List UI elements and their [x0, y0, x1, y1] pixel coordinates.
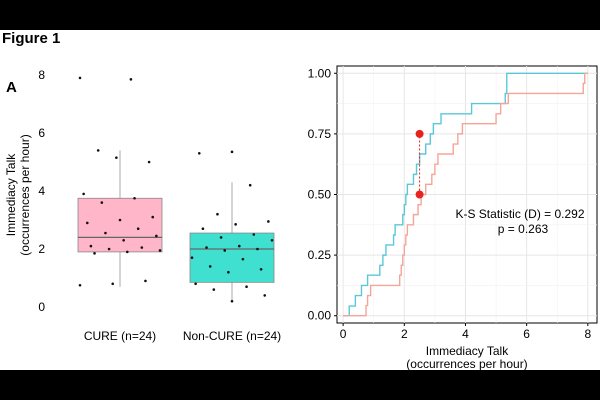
x-axis-label: (occurrences per hour) — [406, 357, 527, 370]
data-point — [201, 227, 205, 230]
y-tick-label: 4 — [38, 184, 45, 198]
ks-statistic-annotation: K-S Statistic (D) = 0.292 — [455, 207, 584, 221]
data-point — [136, 227, 140, 230]
data-point — [100, 201, 104, 204]
ks-point-upper — [415, 129, 424, 138]
data-point — [151, 215, 155, 219]
y-tick-label: 0.25 — [308, 248, 332, 262]
data-point — [223, 249, 227, 252]
data-point — [263, 294, 267, 297]
data-point — [205, 246, 208, 249]
x-tick-label: 8 — [584, 327, 591, 341]
data-point — [234, 223, 237, 226]
data-point — [219, 236, 223, 239]
ks-point-lower — [415, 190, 424, 199]
ecdf-line-non-cure — [343, 72, 588, 317]
data-point — [256, 247, 259, 251]
data-point — [267, 220, 270, 223]
y-tick-label: 0.00 — [308, 309, 332, 323]
data-point — [85, 221, 89, 225]
y-axis-label-group: Immediacy Talk (occurrences per hour) — [4, 134, 32, 255]
data-point — [147, 160, 151, 164]
data-point — [197, 152, 201, 155]
data-point — [140, 246, 144, 249]
data-point — [144, 279, 147, 283]
x-tick-label: 6 — [523, 327, 530, 341]
data-point — [111, 282, 115, 286]
box-0 — [77, 197, 163, 253]
y-axis-label: Immediacy Talk — [4, 153, 18, 236]
data-point — [155, 234, 158, 238]
figure-title: Figure 1 — [2, 30, 61, 47]
data-point — [230, 299, 234, 303]
x-tick-label: Non-CURE (n=24) — [183, 329, 281, 343]
data-point — [82, 192, 85, 196]
data-point — [208, 265, 212, 268]
y-tick-label: 0.75 — [308, 127, 332, 141]
ks-pvalue-annotation: p = 0.263 — [498, 222, 549, 236]
panel-a-label: A — [6, 79, 17, 96]
data-point — [248, 183, 252, 187]
y-tick-label: 0.50 — [308, 188, 332, 202]
x-tick-label: 2 — [401, 327, 408, 341]
data-point — [216, 212, 219, 216]
x-tick-label: CURE (n=24) — [84, 329, 156, 343]
data-point — [158, 249, 162, 252]
ecdf-chart: 0 2 4 6 8 0.00 0.25 0.50 0.75 1.00 Immediacy Talk(… — [308, 65, 598, 370]
boxplot-chart: 0 2 4 6 8 Immediacy Talk (occurrences per hour… — [4, 68, 281, 343]
y-tick-label: 2 — [38, 242, 45, 256]
data-point — [78, 283, 82, 287]
x-tick-label: 0 — [340, 327, 347, 341]
data-point — [237, 244, 241, 248]
data-point — [96, 149, 100, 152]
data-point — [118, 218, 122, 222]
data-point — [194, 282, 197, 286]
data-point — [252, 233, 256, 236]
data-point — [212, 288, 216, 291]
y-tick-label: 0 — [38, 300, 45, 314]
data-point — [259, 268, 263, 271]
y-tick-label: 6 — [38, 126, 45, 140]
data-point — [133, 196, 136, 200]
y-tick-label: 1.00 — [308, 66, 332, 80]
data-point — [230, 150, 234, 154]
data-point — [104, 231, 107, 235]
data-point — [270, 239, 274, 242]
data-point — [245, 285, 248, 288]
data-point — [107, 247, 111, 251]
x-tick-label: 4 — [462, 327, 469, 341]
data-point — [122, 239, 125, 242]
data-point — [129, 78, 133, 81]
data-point — [241, 257, 245, 261]
data-point — [89, 244, 93, 248]
y-tick-label: 8 — [38, 68, 45, 82]
data-point — [227, 270, 230, 274]
data-point — [115, 156, 118, 159]
data-point — [93, 252, 96, 255]
data-point — [190, 256, 194, 259]
y-axis-label: (occurrences per hour) — [18, 134, 32, 255]
box-1 — [189, 232, 275, 283]
x-axis-label: Immediacy Talk — [426, 344, 509, 358]
data-point — [125, 250, 129, 254]
data-point — [78, 76, 82, 80]
